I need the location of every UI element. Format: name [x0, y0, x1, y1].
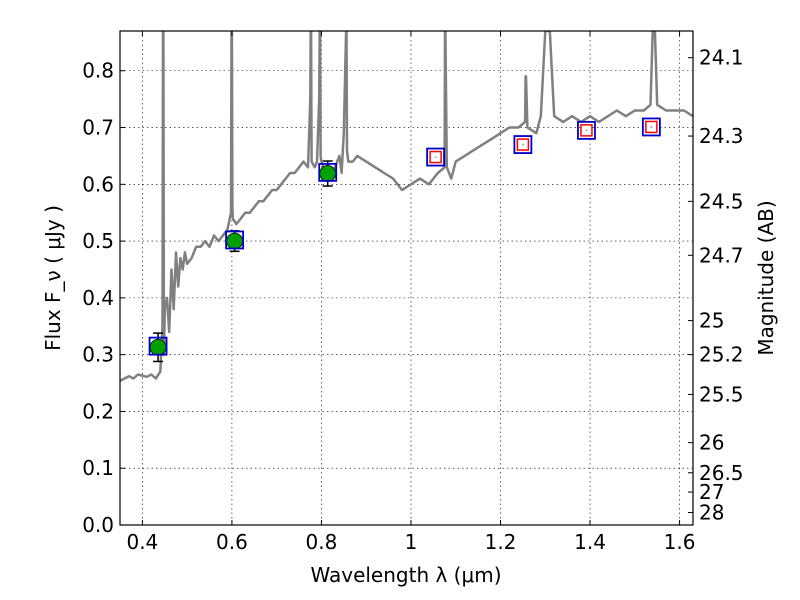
x-tick-label: 0.8	[306, 530, 338, 554]
predicted-center	[521, 143, 525, 146]
model-box	[426, 147, 445, 167]
model-spectrum-line	[120, 31, 693, 382]
y-tick-label: 0.7	[82, 116, 114, 140]
right-axis-label: Magnitude (AB)	[754, 200, 778, 355]
x-tick-label: 1.2	[485, 530, 517, 554]
model-box	[641, 117, 661, 137]
right-tick-label: 24.5	[699, 189, 744, 213]
model-photometry-boxes	[148, 117, 661, 356]
right-tick-label: 25.2	[699, 343, 744, 367]
predicted-center	[585, 129, 588, 132]
x-axis-label: Wavelength λ (μm)	[310, 563, 501, 587]
right-tick-label: 25.5	[699, 382, 744, 406]
right-tick-label: 24.3	[699, 124, 744, 148]
observed-point	[319, 165, 337, 182]
right-tick-label: 24.1	[699, 46, 744, 70]
y-axis-label: Flux F_ν ( μJy )	[41, 205, 65, 351]
y-tick-label: 0.2	[82, 399, 114, 423]
model-box	[225, 230, 245, 250]
y-tick-label: 0.3	[82, 343, 114, 367]
model-box	[577, 120, 596, 140]
model-box	[148, 336, 168, 356]
y-tick-label: 0.5	[82, 229, 114, 253]
model-box	[513, 135, 533, 154]
predicted-center	[650, 125, 653, 129]
y-tick-label: 0.4	[82, 286, 114, 310]
right-tick-label: 26	[699, 431, 724, 455]
grid-lines	[120, 31, 693, 526]
observed-points	[149, 165, 337, 356]
observed-point	[149, 338, 167, 356]
x-tick-label: 0.6	[216, 530, 248, 554]
predicted-points	[429, 120, 658, 164]
y-tick-label: 0.6	[82, 172, 114, 196]
x-tick-label: 1.6	[664, 530, 696, 554]
model-box	[318, 162, 338, 182]
y-tick-label: 0.1	[82, 456, 114, 480]
predicted-center	[434, 155, 437, 159]
y-tick-label: 0.0	[82, 513, 114, 537]
y-tick-label: 0.8	[82, 59, 114, 83]
plot-frame	[119, 30, 694, 526]
right-tick-label: 27	[699, 480, 724, 504]
right-tick-label: 28	[699, 501, 724, 525]
observed-point	[226, 232, 244, 250]
x-tick-label: 1.4	[574, 530, 606, 554]
right-tick-label: 24.7	[699, 243, 744, 267]
right-tick-label: 26.5	[699, 461, 744, 485]
right-tick-label: 25	[699, 309, 724, 333]
axis-ticks: 0.4 0.6 0.8 1 1.2 1.4 1.6 0.0 0.1 0.2 0.3 0.4 0.5 0.6…	[82, 31, 744, 554]
x-tick-label: 1	[405, 530, 418, 554]
x-tick-label: 0.4	[126, 530, 158, 554]
